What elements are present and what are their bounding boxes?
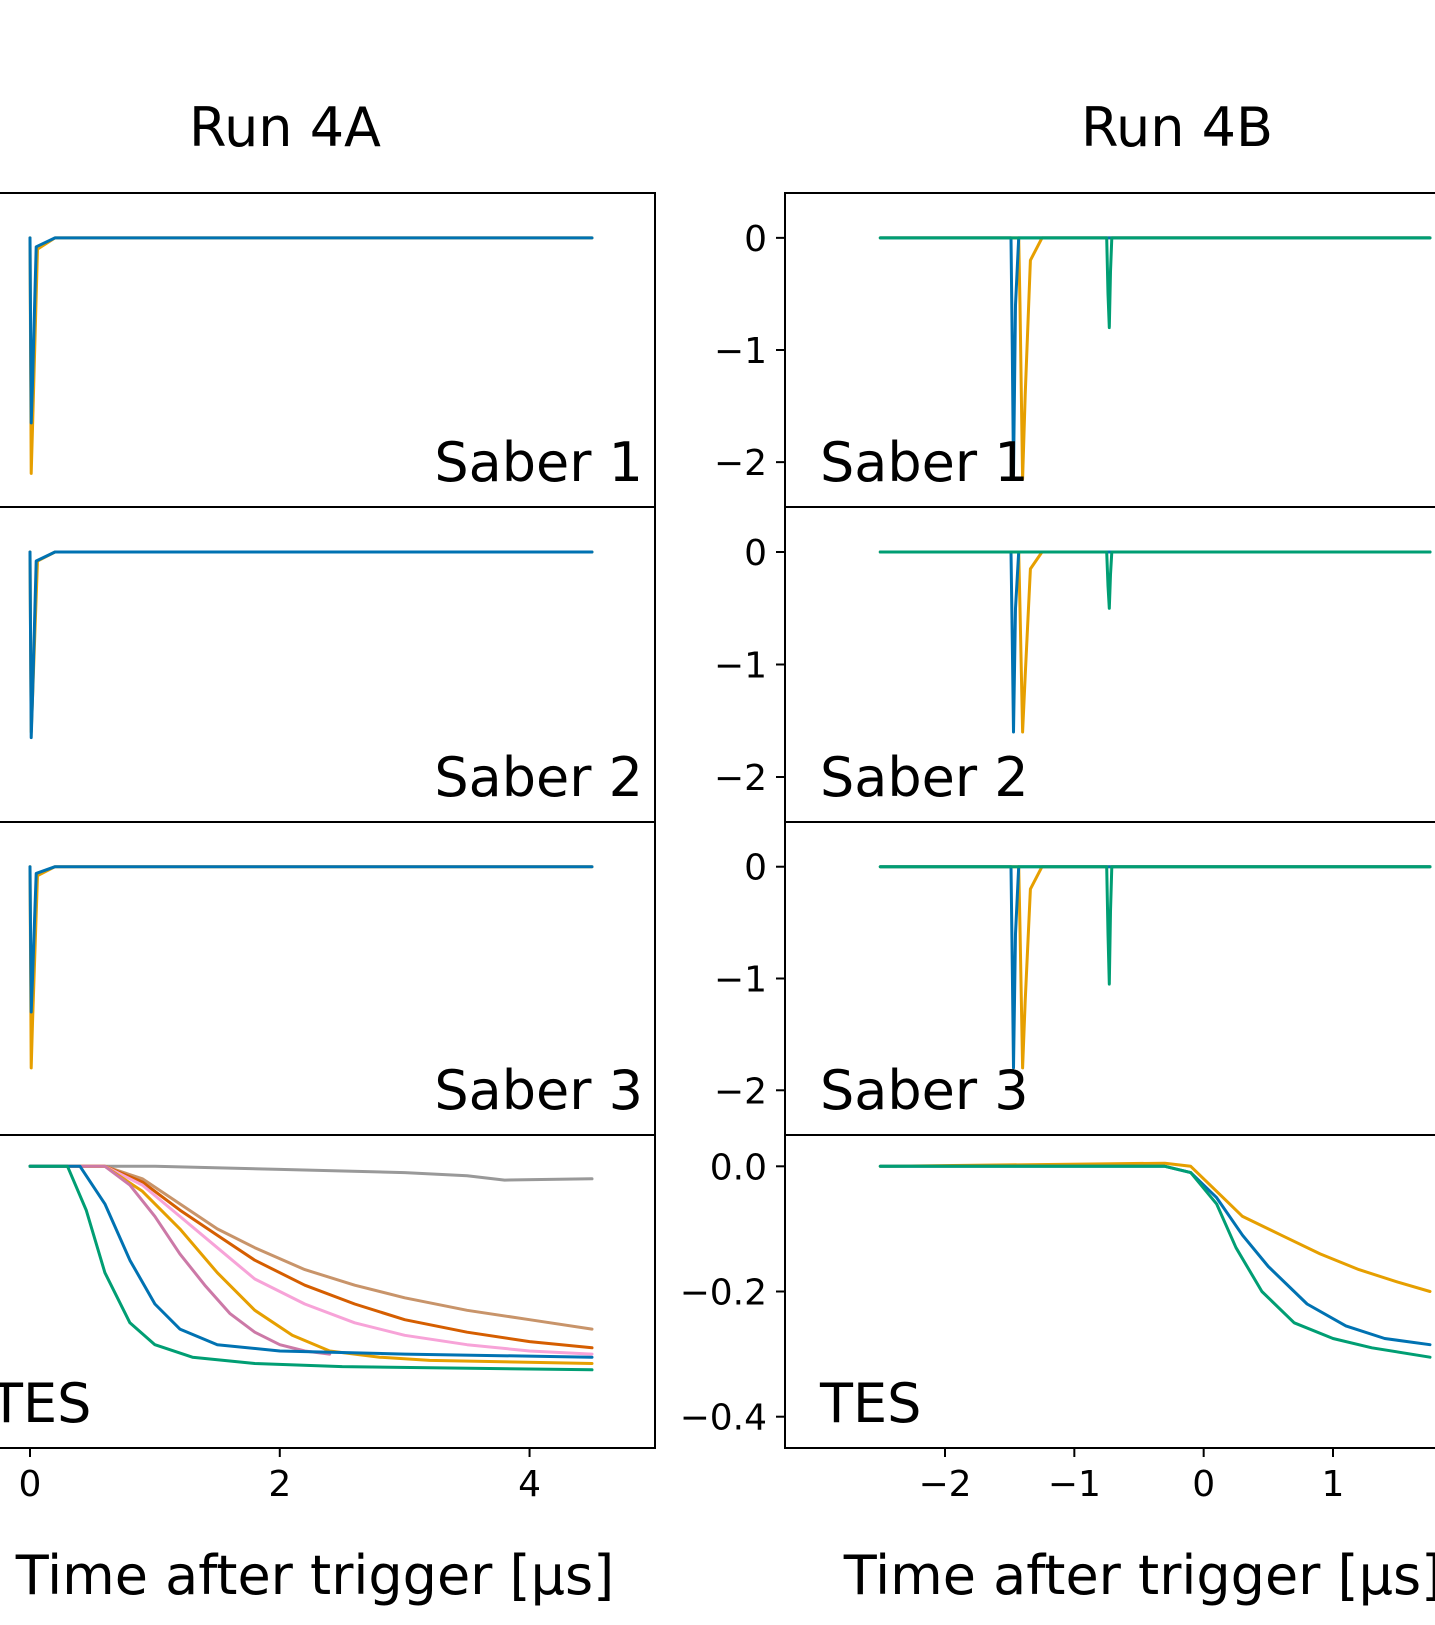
trace-group xyxy=(878,1161,1432,1359)
panel-label: Saber 2 xyxy=(820,746,1029,809)
trace-group xyxy=(878,550,1432,734)
column-title-run-4b: Run 4B xyxy=(1081,96,1273,159)
x-tick-label: −2 xyxy=(918,1464,971,1505)
panel-4a-saber-2: Saber 2 xyxy=(0,506,656,823)
x-axis-label-right: Time after trigger [µs] xyxy=(843,1544,1435,1607)
series-line-green xyxy=(878,1164,1432,1359)
panel-4b-tes: 0.0 −0.2 −0.4 −2 −1 0 1 TES xyxy=(680,1134,1435,1505)
trace-group xyxy=(28,865,594,1070)
y-tick-label: −0.4 xyxy=(680,1398,767,1439)
x-tick-label: 0 xyxy=(1192,1464,1215,1505)
series-line-trace-2 xyxy=(28,236,594,425)
x-tick-label: 0 xyxy=(19,1464,42,1505)
y-tick-label: −2 xyxy=(714,443,767,484)
series-line-trace-2 xyxy=(28,865,594,1014)
panel-4b-saber-3: 0 −1 −2 Saber 3 xyxy=(714,821,1435,1136)
series-line-purple xyxy=(28,1164,332,1356)
series-line-blue xyxy=(878,1164,1432,1347)
trace-group xyxy=(28,1164,594,1372)
series-line-orange xyxy=(878,550,1432,734)
series-line-orange xyxy=(878,865,1432,1070)
y-tick-label: −0.2 xyxy=(680,1273,767,1314)
y-tick-label: −1 xyxy=(714,331,767,372)
panel-label: Saber 1 xyxy=(434,431,643,494)
series-line-orange xyxy=(28,1164,594,1365)
series-line-green xyxy=(28,1164,594,1372)
panel-4a-saber-1: Saber 1 xyxy=(0,192,656,508)
panel-4b-saber-1: 0 −1 −2 Saber 1 xyxy=(714,192,1435,508)
x-tick-label: 4 xyxy=(518,1464,541,1505)
series-line-trace-2 xyxy=(28,550,594,740)
series-line-blue xyxy=(878,865,1432,1070)
panel-label: Saber 1 xyxy=(820,431,1029,494)
series-line-blue xyxy=(28,1164,594,1359)
series-line-pink xyxy=(28,1164,594,1356)
x-tick-label: 2 xyxy=(268,1464,291,1505)
y-tick-label: 0 xyxy=(744,219,767,260)
series-line-green xyxy=(878,865,1432,986)
y-tick-label: −2 xyxy=(714,758,767,799)
panel-4b-saber-2: 0 −1 −2 Saber 2 xyxy=(714,506,1435,823)
panel-4a-tes: 0 2 4 TES xyxy=(0,1134,656,1505)
panel-4a-saber-3: Saber 3 xyxy=(0,821,656,1136)
series-line-trace-1 xyxy=(28,550,594,734)
y-tick-label: 0.0 xyxy=(710,1147,767,1188)
series-line-orange xyxy=(878,1161,1432,1293)
x-axis-label-left: Time after trigger [µs] xyxy=(15,1544,614,1607)
column-title-run-4a: Run 4A xyxy=(189,96,381,159)
x-tick-label: −1 xyxy=(1048,1464,1101,1505)
trace-group xyxy=(28,550,594,740)
y-tick-label: 0 xyxy=(744,848,767,889)
series-line-vermilion xyxy=(28,1164,594,1350)
series-line-green xyxy=(878,236,1432,330)
x-tick-label: 1 xyxy=(1322,1464,1345,1505)
trace-group xyxy=(878,865,1432,1070)
panel-label: TES xyxy=(0,1372,91,1435)
trace-group xyxy=(878,236,1432,481)
panel-frame xyxy=(0,1134,656,1449)
series-line-tan xyxy=(28,1164,594,1331)
series-line-green xyxy=(878,550,1432,610)
trace-group xyxy=(28,236,594,475)
panel-label: Saber 2 xyxy=(434,746,643,809)
y-tick-label: −1 xyxy=(714,960,767,1001)
series-line-trace-1 xyxy=(28,865,594,1070)
y-tick-label: −1 xyxy=(714,646,767,687)
y-tick-label: −2 xyxy=(714,1071,767,1112)
series-line-blue xyxy=(878,550,1432,734)
panel-label: Saber 3 xyxy=(820,1059,1029,1122)
panel-label: TES xyxy=(819,1372,921,1435)
panel-label: Saber 3 xyxy=(434,1059,643,1122)
y-tick-label: 0 xyxy=(744,533,767,574)
